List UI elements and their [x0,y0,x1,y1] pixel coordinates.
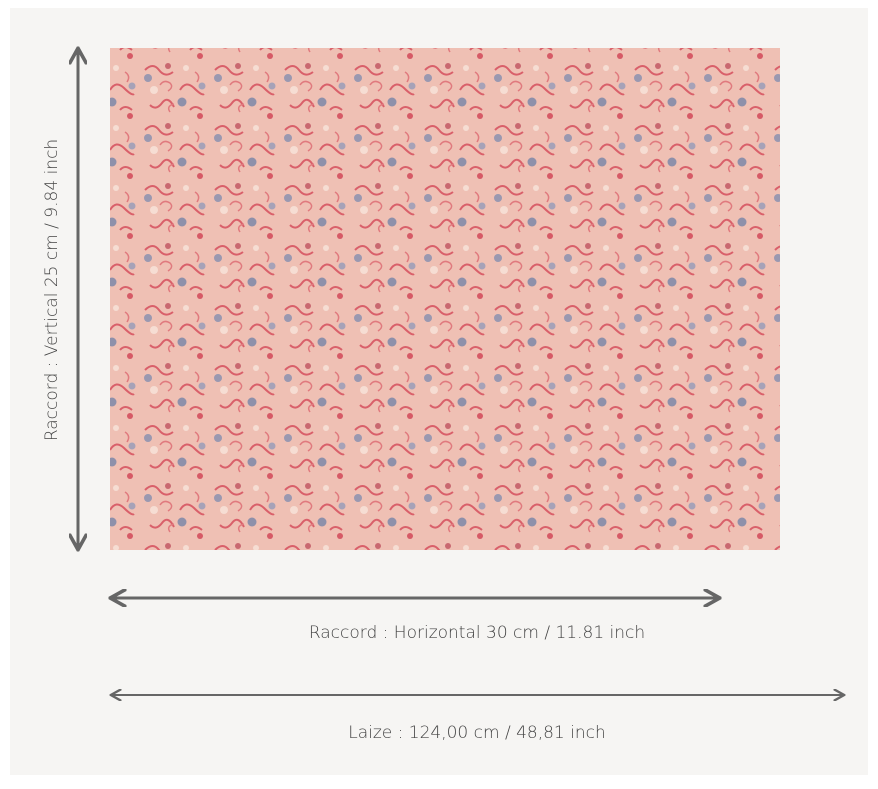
vertical-label: Raccord : Vertical 25 cm / 9.84 inch [42,139,62,441]
fabric-swatch [110,48,780,550]
horizontal-label: Raccord : Horizontal 30 cm / 11.81 inch [309,623,645,643]
width-label: Laize : 124,00 cm / 48,81 inch [348,723,606,743]
